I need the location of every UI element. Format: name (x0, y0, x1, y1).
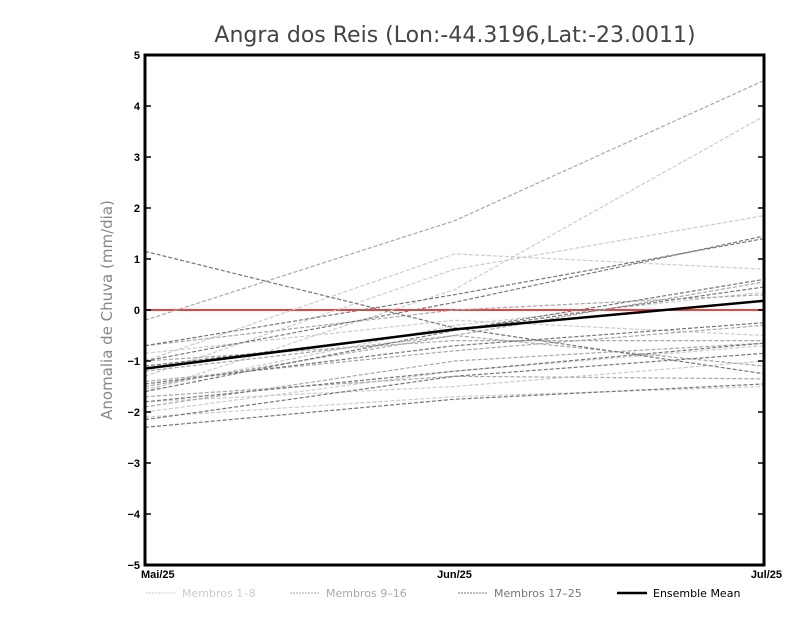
member-line-group2-4 (144, 375, 765, 398)
member-line-group3-6 (144, 235, 765, 362)
y-tick-label: 2 (134, 203, 140, 215)
legend-label-group3: Membros 17–25 (494, 587, 582, 600)
y-axis-label: Anomalia de Chuva (mm/dia) (98, 200, 116, 420)
y-tick-label: 1 (134, 254, 140, 266)
y-tick-label: −3 (127, 458, 140, 470)
y-tick-label: −4 (127, 509, 140, 521)
member-line-group1-5 (144, 215, 765, 377)
member-line-group1-2 (144, 253, 765, 362)
y-tick-label: 4 (134, 101, 141, 113)
legend-label-group1: Membros 1–8 (182, 587, 256, 600)
x-axis-ticks: Mai/25 Jun/25 Jul/25 (141, 569, 782, 581)
member-line-group3-2 (144, 238, 765, 347)
member-line-group2-7 (144, 294, 765, 347)
member-line-group1-3 (144, 360, 765, 403)
y-tick-label: 5 (134, 50, 140, 62)
member-line-group2-3 (144, 281, 765, 372)
member-line-group2-1 (144, 79, 765, 321)
y-tick-label: −1 (127, 356, 140, 368)
member-line-group3-4 (144, 383, 765, 428)
y-tick-label: 0 (134, 305, 140, 317)
y-axis-ticks: 5 4 3 2 1 0 −1 −2 −3 −4 −5 (127, 50, 764, 572)
plot-lines (144, 79, 765, 428)
y-tick-label: −5 (127, 560, 140, 572)
member-line-group3-8 (144, 352, 765, 421)
chart-title: Angra dos Reis (Lon:-44.3196,Lat:-23.001… (214, 23, 695, 48)
member-line-group2-8 (144, 334, 765, 388)
member-line-group1-6 (144, 291, 765, 390)
ensemble-mean-line (144, 299, 765, 370)
legend: Membros 1–8 Membros 9–16 Membros 17–25 Ense… (146, 587, 740, 600)
member-line-group1-1 (144, 115, 765, 393)
legend-label-ensemble-mean: Ensemble Mean (653, 587, 740, 600)
member-line-group3-9 (144, 278, 765, 367)
member-line-group1-8 (144, 385, 765, 418)
member-line-group3-7 (144, 342, 765, 403)
member-line-group3-1 (144, 250, 765, 375)
x-tick-label: Jun/25 (437, 569, 472, 581)
y-tick-label: −2 (127, 407, 140, 419)
y-tick-label: 3 (134, 152, 140, 164)
x-tick-label: Mai/25 (141, 569, 175, 581)
legend-label-group2: Membros 9–16 (326, 587, 407, 600)
member-line-group1-4 (144, 345, 765, 413)
x-tick-label: Jul/25 (751, 569, 782, 581)
